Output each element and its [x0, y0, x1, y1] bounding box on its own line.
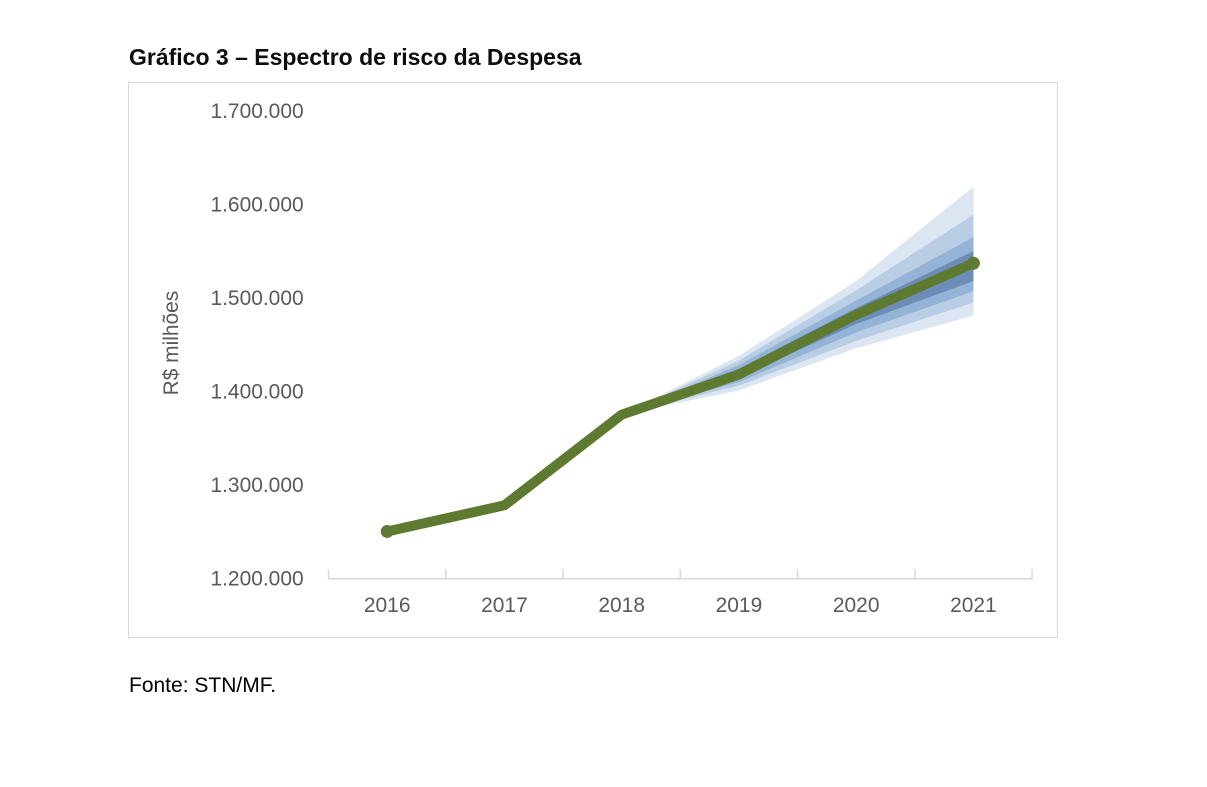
- y-axis-label: 1.400.000: [210, 381, 303, 404]
- series-end-marker: [380, 525, 394, 538]
- y-axis-label: 1.200.000: [210, 568, 303, 591]
- series-line: [382, 258, 979, 537]
- y-axis-label: 1.500.000: [210, 287, 303, 310]
- chart-title: Gráfico 3 – Espectro de risco da Despesa: [129, 44, 582, 70]
- plot-svg: 1.200.000 1.300.000 1.400.000 1.500.000 1.60…: [160, 100, 1033, 617]
- x-axis-label: 2020: [833, 594, 880, 617]
- x-axis-label: 2018: [598, 594, 645, 617]
- x-axis-label: 2016: [364, 594, 411, 617]
- y-axis-label: 1.700.000: [210, 100, 303, 123]
- series-end-marker: [966, 256, 980, 270]
- y-axis-label: 1.600.000: [210, 194, 303, 217]
- x-axis-label: 2019: [716, 594, 763, 617]
- source-note: Fonte: STN/MF.: [129, 674, 277, 697]
- x-axis-label: 2021: [950, 594, 997, 617]
- x-axis-label: 2017: [481, 594, 528, 617]
- y-axis-title: R$ milhões: [160, 291, 183, 396]
- chart-frame: 1.200.000 1.300.000 1.400.000 1.500.000 1.60…: [128, 82, 1058, 638]
- y-axis-label: 1.300.000: [210, 474, 303, 497]
